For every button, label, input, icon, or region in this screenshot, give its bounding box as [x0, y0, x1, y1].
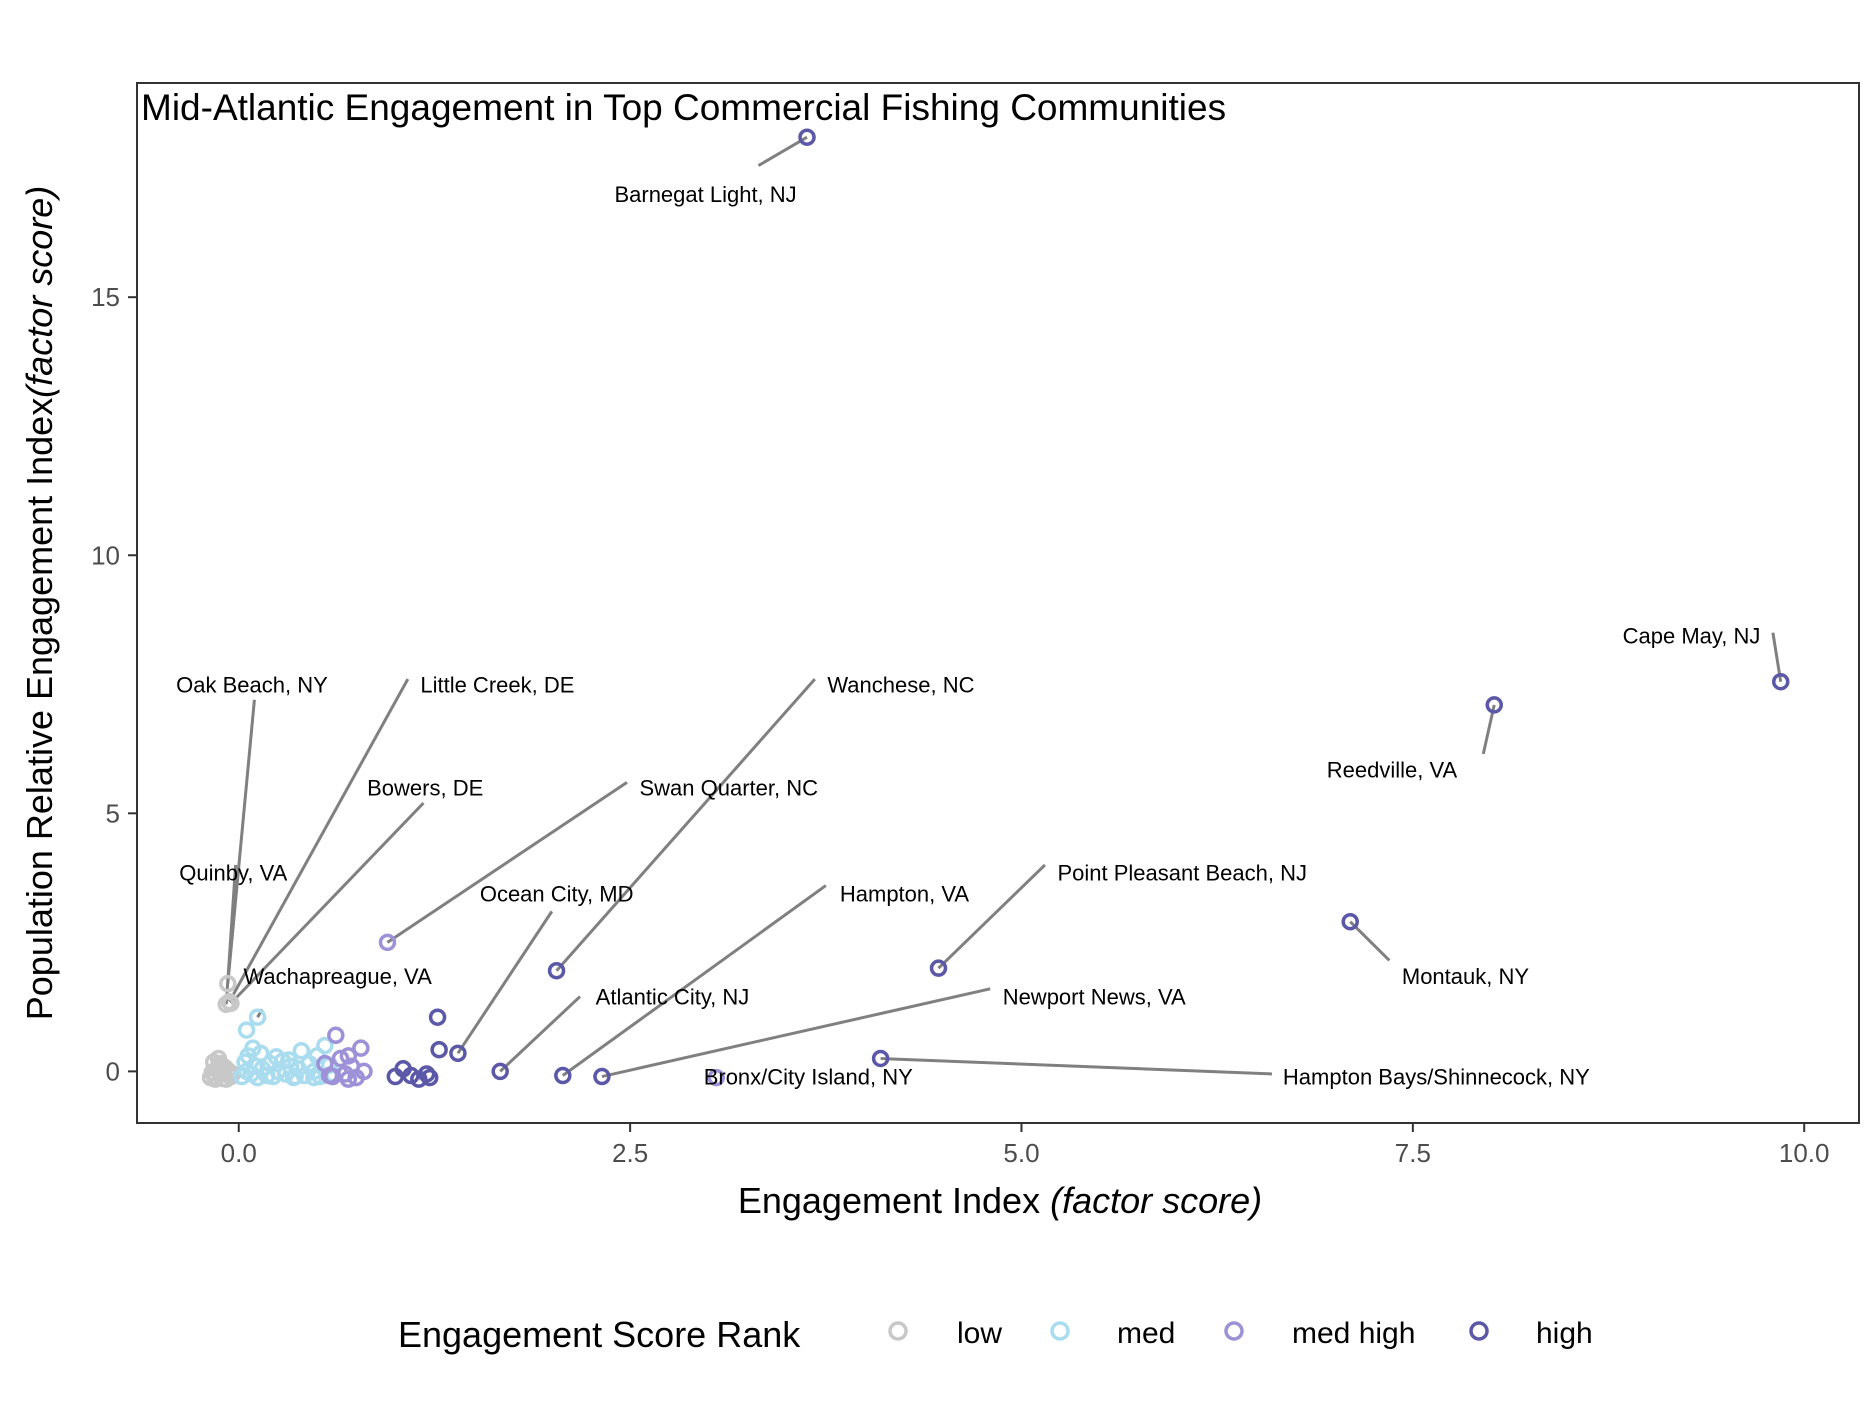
point-label: Hampton, VA: [840, 881, 970, 906]
legend-key-med-high: [1224, 1321, 1244, 1341]
data-point-med-high: [355, 1062, 373, 1081]
y-axis: 0 5 10 15: [91, 282, 137, 1086]
point-label: Ocean City, MD: [480, 881, 634, 906]
data-point-high: [1771, 672, 1790, 691]
x-tick-label: 7.5: [1395, 1138, 1431, 1168]
data-point-med-high: [707, 1068, 725, 1087]
annotation-connectors: [224, 135, 1783, 1079]
legend: Engagement Score Rank low med med high high: [398, 1314, 1593, 1355]
point-label: Little Creek, DE: [420, 672, 574, 697]
connector-line: [224, 864, 238, 1005]
data-point-high: [1341, 912, 1359, 931]
data-point-med-high: [378, 933, 397, 952]
data-point-high: [449, 1044, 467, 1063]
data-point-high: [430, 1040, 448, 1059]
data-point-med-high: [352, 1039, 370, 1057]
data-point-high: [491, 1062, 509, 1081]
data-point-med: [280, 1051, 298, 1069]
x-axis-title: Engagement Index (factor score): [738, 1180, 1262, 1221]
x-tick-label: 5.0: [1003, 1138, 1039, 1168]
connector-line: [1349, 920, 1391, 962]
data-point-high: [1485, 696, 1503, 714]
connector-line: [386, 781, 628, 944]
data-point-med: [292, 1041, 311, 1060]
data-point-low: [211, 1054, 229, 1073]
point-label: Atlantic City, NJ: [596, 985, 750, 1010]
point-label: Cape May, NJ: [1623, 623, 1761, 648]
connector-line: [499, 995, 582, 1073]
y-tick-label: 5: [106, 798, 120, 828]
data-point-low: [206, 1070, 225, 1088]
connector-line: [880, 1056, 1273, 1076]
data-point-high: [428, 1008, 447, 1026]
data-point-high: [554, 1066, 572, 1085]
y-tick-label: 10: [91, 540, 120, 570]
point-label: Barnegat Light, NJ: [614, 182, 796, 207]
point-label: Bronx/City Island, NY: [704, 1065, 913, 1090]
data-point-high: [547, 961, 566, 980]
x-tick-label: 0.0: [221, 1138, 257, 1168]
data-point-low: [222, 994, 240, 1013]
point-label: Bowers, DE: [367, 776, 483, 801]
data-point-med: [251, 1044, 270, 1063]
connector-line: [228, 678, 410, 1003]
data-point-med: [305, 1068, 323, 1087]
data-points: [201, 128, 1790, 1088]
legend-label-low: low: [957, 1317, 1002, 1350]
connector-line: [555, 678, 816, 972]
legend-label-high: high: [1536, 1317, 1593, 1350]
data-point-med: [248, 1008, 267, 1026]
legend-key-med: [1050, 1321, 1070, 1341]
data-point-high: [871, 1049, 890, 1068]
point-label: Reedville, VA: [1327, 757, 1458, 782]
data-point-high: [929, 959, 948, 977]
data-point-med: [316, 1036, 334, 1055]
legend-title: Engagement Score Rank: [398, 1314, 801, 1355]
connector-line: [757, 135, 808, 167]
data-point-high: [593, 1067, 611, 1086]
data-point-med-high: [327, 1026, 345, 1045]
x-tick-label: 10.0: [1779, 1138, 1830, 1168]
point-label: Quinby, VA: [179, 861, 287, 886]
legend-label-med: med: [1117, 1317, 1175, 1350]
point-label: Montauk, NY: [1402, 964, 1529, 989]
legend-label-med-high: med high: [1292, 1317, 1415, 1350]
point-label: Wanchese, NC: [827, 672, 974, 697]
legend-key-low: [888, 1321, 908, 1341]
chart-title: Mid-Atlantic Engagement in Top Commercia…: [141, 87, 1226, 128]
data-point-low: [219, 974, 237, 993]
y-axis-title-main: Population Relative Engagement Index: [19, 398, 60, 1020]
plot-panel: [136, 82, 1860, 1124]
connector-line: [937, 863, 1047, 970]
x-tick-label: 2.5: [612, 1138, 648, 1168]
connector-line: [229, 801, 425, 1005]
point-label: Swan Quarter, NC: [640, 776, 819, 801]
point-label: Newport News, VA: [1003, 985, 1186, 1010]
point-label: Hampton Bays/Shinnecock, NY: [1283, 1065, 1590, 1090]
x-axis-title-unit: (factor score): [1050, 1180, 1262, 1221]
data-point-high: [798, 128, 816, 146]
point-labels: Barnegat Light, NJ Cape May, NJ Reedville,…: [176, 182, 1760, 1090]
legend-key-high: [1469, 1321, 1489, 1341]
y-axis-title: Population Relative Engagement Index(fac…: [19, 186, 60, 1020]
data-point-med: [237, 1021, 256, 1039]
connector-line: [456, 910, 554, 1055]
data-point-high: [420, 1068, 439, 1087]
connector-line: [561, 884, 827, 1077]
x-axis-title-main: Engagement Index: [738, 1180, 1040, 1221]
point-label: Point Pleasant Beach, NJ: [1057, 861, 1306, 886]
point-label: Oak Beach, NY: [176, 672, 328, 697]
y-tick-label: 15: [91, 282, 120, 312]
data-point-med: [286, 1067, 304, 1086]
y-tick-label: 0: [106, 1056, 120, 1086]
y-axis-title-unit: (factor score): [19, 186, 60, 398]
data-point-med-high: [320, 1066, 339, 1085]
x-axis: 0.0 2.5 5.0 7.5 10.0: [221, 1123, 1830, 1168]
data-point-med-high: [339, 1070, 358, 1088]
connector-line: [601, 987, 991, 1079]
point-label: Wachapreague, VA: [243, 964, 432, 989]
data-point-med-high: [339, 1047, 358, 1065]
data-point-med: [236, 1053, 254, 1071]
